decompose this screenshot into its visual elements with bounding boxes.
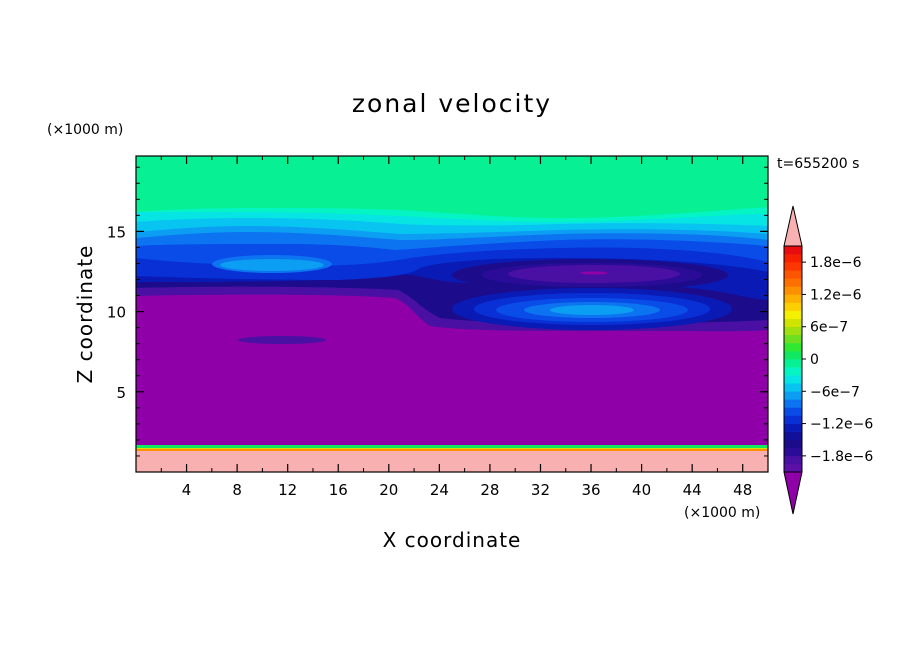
x-tick-label: 48 [733,481,752,499]
x-tick-label: 4 [182,481,192,499]
x-tick-label: 36 [581,481,600,499]
x-tick-label: 40 [632,481,651,499]
contour-bottom-green [136,445,768,449]
colorbar-swatch [784,302,802,311]
lower-small-eddy [238,336,326,344]
colorbar-swatch [784,310,802,319]
colorbar-label: 0 [810,352,819,368]
colorbar-label: −1.2e−6 [810,417,873,433]
x-tick-label: 20 [379,481,398,499]
colorbar: 1.8e−6 1.2e−6 6e−7 0 −6e−7 −1.2e−6 −1.8e−6 [783,205,873,515]
contour-field [136,156,768,472]
colorbar-swatch [784,350,802,360]
colorbar-swatch [784,407,802,416]
y-tick-label: 10 [107,304,126,322]
colorbar-swatch [784,463,802,473]
colorbar-swatch [784,455,802,465]
colorbar-swatch [784,367,802,376]
y-axis-unit: (×1000 m) [47,122,123,138]
colorbar-swatch [784,439,802,449]
chart-title: zonal velocity [352,89,552,118]
colorbar-swatch [784,278,802,287]
contour-bottom-orange [136,449,768,451]
colorbar-label: −1.8e−6 [810,449,873,465]
x-ticks: 4 8 12 16 20 24 28 32 36 40 44 48 [160,156,752,499]
y-axis-label: Z coordinate [73,245,97,384]
x-tick-label: 24 [430,481,449,499]
x-axis-unit: (×1000 m) [684,505,760,521]
colorbar-swatch [784,423,802,432]
contour-bottom-pink [136,451,768,472]
colorbar-swatch [784,246,802,255]
x-tick-label: 16 [329,481,348,499]
colorbar-swatch [784,318,802,328]
right-lower-eddy-core [550,305,634,315]
colorbar-swatch [784,286,802,295]
colorbar-swatch [784,431,802,441]
y-tick-label: 15 [107,223,126,241]
y-ticks: 5 10 15 [107,166,768,457]
colorbar-swatch [784,270,802,279]
colorbar-under-triangle [783,471,803,515]
colorbar-swatch [784,359,802,368]
colorbar-swatch [784,294,802,303]
colorbar-label: −6e−7 [810,384,860,400]
colorbar-swatch [784,383,802,392]
colorbar-swatch [784,399,802,408]
colorbar-swatch [784,326,802,336]
colorbar-label: 1.8e−6 [810,255,862,271]
x-tick-label: 44 [683,481,702,499]
colorbar-swatch [784,262,802,271]
colorbar-label: 6e−7 [810,320,848,336]
contour-band-green-top [136,156,768,218]
x-axis-label: X coordinate [383,528,522,552]
time-label: t=655200 s [777,156,859,172]
x-tick-label: 28 [480,481,499,499]
plot-frame [135,155,769,473]
x-tick-label: 12 [278,481,297,499]
colorbar-swatch [784,334,802,344]
colorbar-swatch [784,415,802,424]
colorbar-swatch [784,254,802,263]
right-upper-eddy-core [580,271,608,275]
x-tick-label: 8 [232,481,242,499]
colorbar-label: 1.2e−6 [810,287,862,303]
colorbar-swatch [784,342,802,352]
colorbar-over-triangle [783,205,803,247]
colorbar-swatch [784,375,802,384]
left-eddy-inner [220,259,324,271]
y-tick-label: 5 [116,384,126,402]
colorbar-swatch [784,447,802,457]
colorbar-swatch [784,391,802,400]
x-tick-label: 32 [531,481,550,499]
